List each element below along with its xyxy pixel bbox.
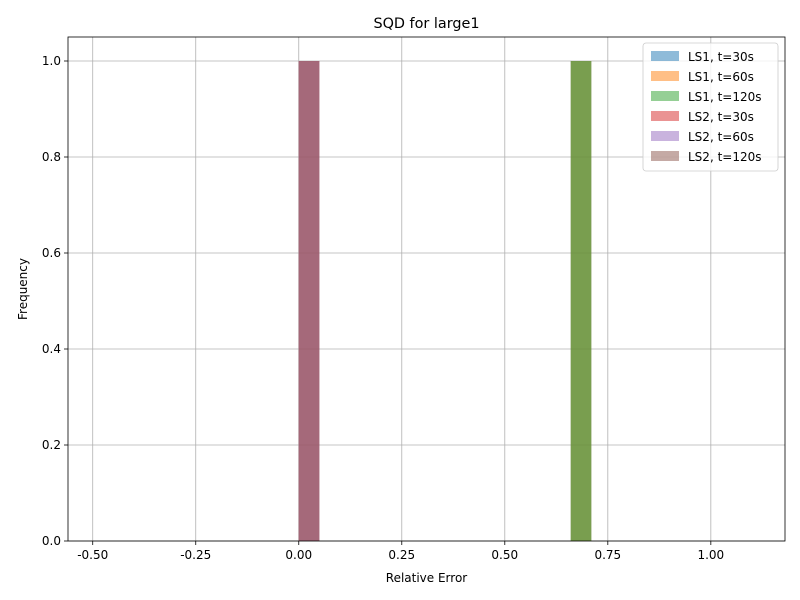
legend-swatch [651,131,679,141]
x-tick-label: 1.00 [697,548,724,562]
legend-entry-label: LS1, t=60s [688,70,754,84]
y-tick-label: 0.4 [42,342,61,356]
x-tick-label: 0.50 [491,548,518,562]
x-tick-label: 0.00 [285,548,312,562]
legend-entry-label: LS2, t=60s [688,130,754,144]
legend: LS1, t=30s LS1, t=60s LS1, t=120s LS2, t=30… [642,42,779,172]
x-tick-label: -0.50 [77,548,108,562]
x-tick-label: 0.75 [594,548,621,562]
y-axis-label: Frequency [16,258,30,320]
legend-swatch [651,91,679,101]
legend-entry-label: LS1, t=120s [688,90,761,104]
x-axis-label: Relative Error [386,571,468,585]
legend-swatch [651,111,679,121]
bars [298,61,592,541]
legend-entry-label: LS1, t=30s [688,50,754,64]
y-tick-label: 0.8 [42,150,61,164]
histogram-bar [570,61,592,541]
y-tick-label: 1.0 [42,54,61,68]
x-tick-label: 0.25 [388,548,415,562]
y-tick-label: 0.0 [42,534,61,548]
y-tick-label: 0.2 [42,438,61,452]
x-tick-label: -0.25 [180,548,211,562]
legend-entry-label: LS2, t=30s [688,110,754,124]
chart-title: SQD for large1 [373,16,479,32]
legend-swatch [651,51,679,61]
legend-swatch [651,71,679,81]
histogram-bar [298,61,320,541]
plot-frame [67,36,786,542]
y-tick-label: 0.6 [42,246,61,260]
legend-swatch [651,151,679,161]
legend-entry-label: LS2, t=120s [688,150,761,164]
ticks: -0.50 -0.25 0.00 0.25 0.50 0.75 1.00 0.0 0.2 0.4 0… [42,54,724,562]
